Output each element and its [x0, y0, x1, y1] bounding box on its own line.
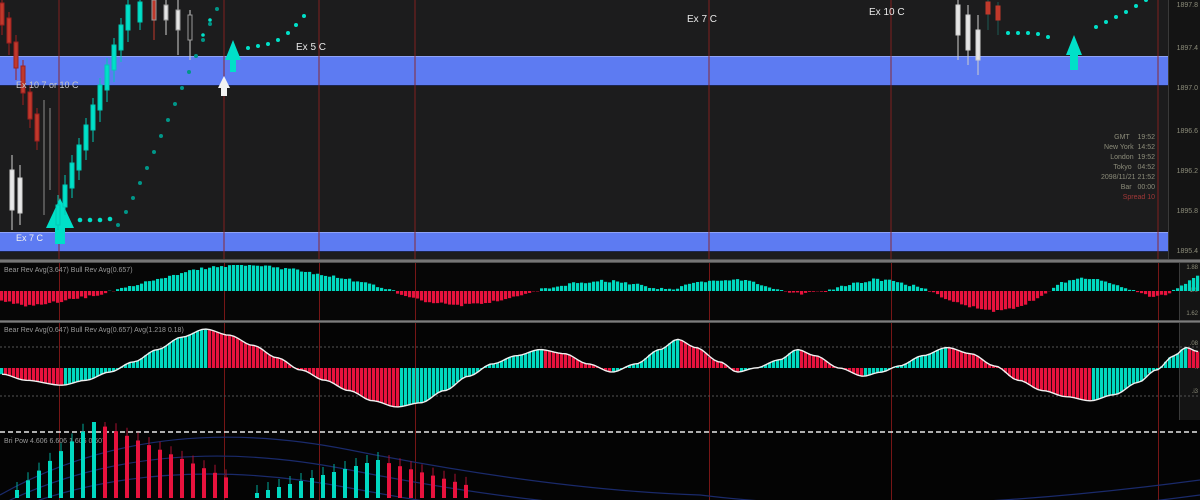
svg-text:Bear Rev Avg(3.647) Bull Rev A: Bear Rev Avg(3.647) Bull Rev Avg(0.657) — [4, 267, 133, 274]
svg-text:Bri Pow 4.606 6.606 1.606 0.60: Bri Pow 4.606 6.606 1.606 0.607 — [4, 438, 106, 445]
svg-text:Bear Rev Avg(0.647) Bull Rev A: Bear Rev Avg(0.647) Bull Rev Avg(0.657) … — [4, 327, 184, 334]
